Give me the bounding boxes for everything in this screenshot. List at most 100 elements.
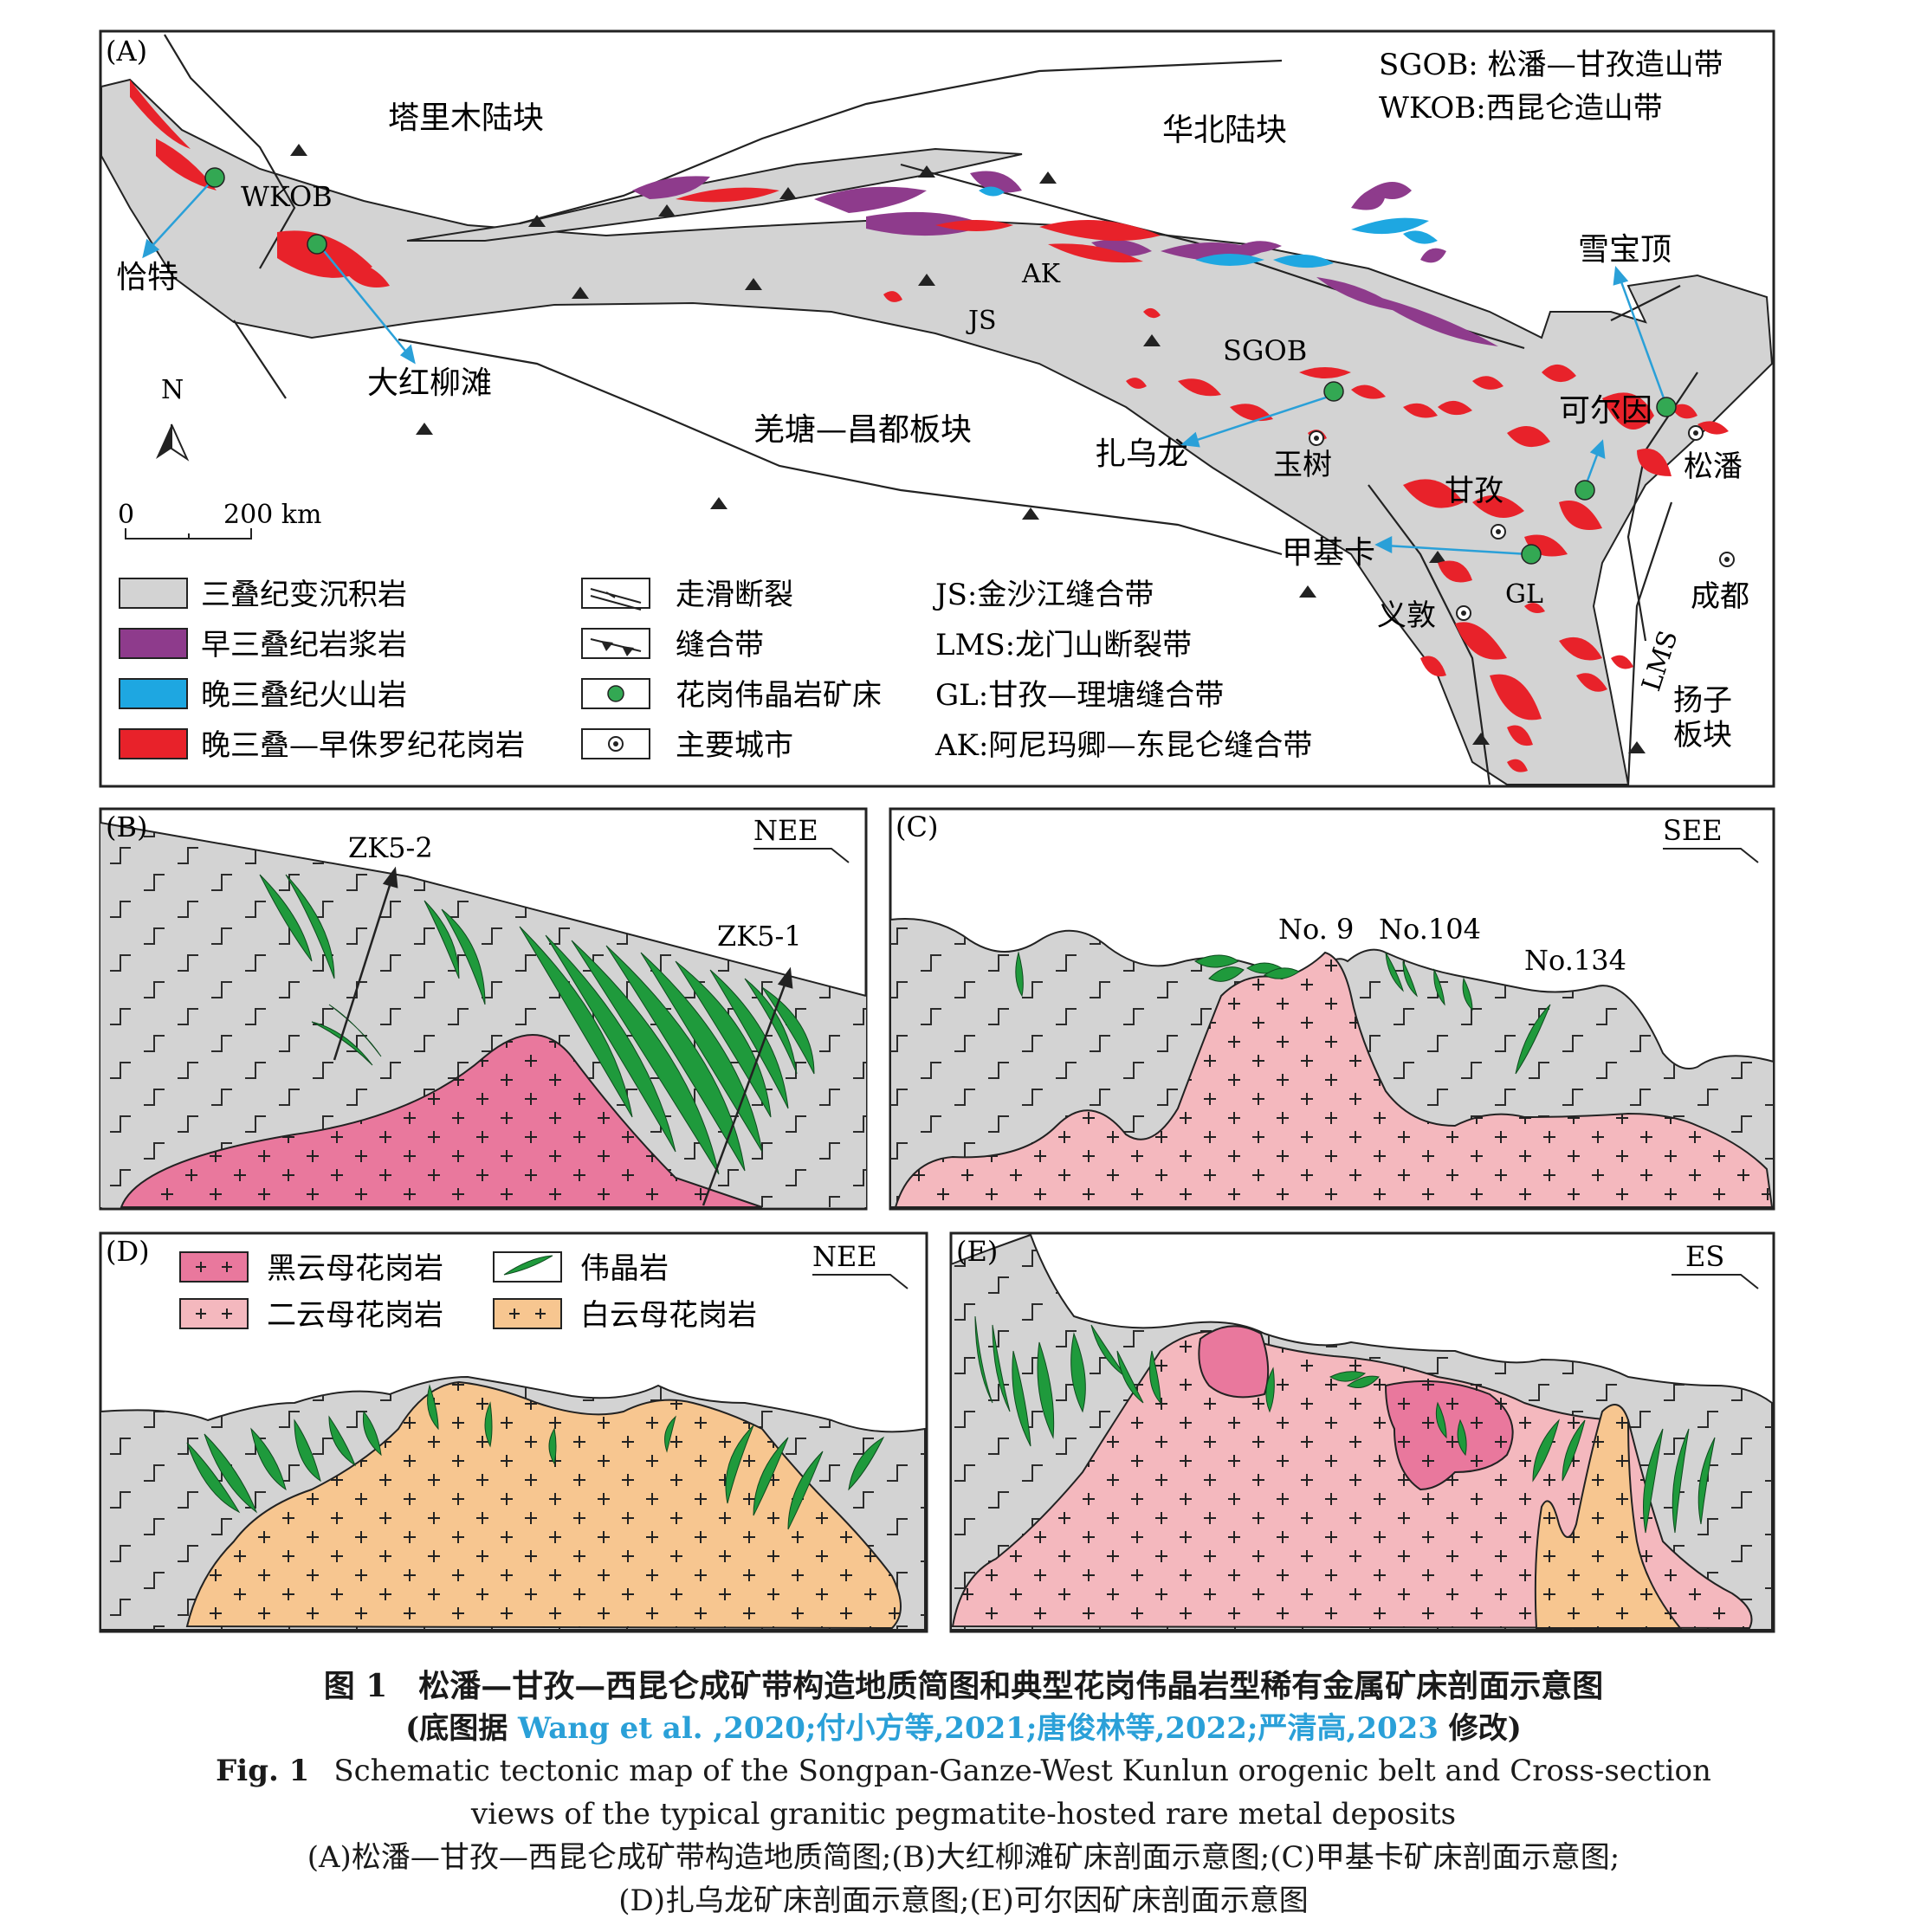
caption-src-close: 修改) <box>1438 1711 1522 1746</box>
belt-gl: GL <box>1505 579 1543 610</box>
pegmatite-deposits <box>204 167 1677 565</box>
caption-zh-source: (底图据 Wang et al. ,2020;付小方等,2021;唐俊林等,20… <box>0 1704 1927 1747</box>
panel-b-section: (B) NEE ZK5-2 ZK5-1 <box>99 807 868 1211</box>
city-yidun: 义敦 <box>1377 598 1436 633</box>
belt-js: JS <box>966 306 997 336</box>
abbrev-sgob: SGOB: 松潘—甘孜造山带 <box>1379 48 1723 82</box>
caption-src-open: (底图据 <box>405 1711 519 1746</box>
caption-sub-line1: (A)松潘—甘孜—西昆仑成矿带构造地质简图;(B)大红柳滩矿床剖面示意图;(C)… <box>307 1840 1620 1875</box>
city-yushu: 玉树 <box>1273 448 1332 482</box>
panel-b-drillholes <box>333 866 793 1206</box>
city-songpan: 松潘 <box>1684 449 1743 484</box>
panel-c-vein-no104: No.104 <box>1379 913 1481 946</box>
north-arrow: N <box>156 375 190 462</box>
belt-wkob: WKOB <box>241 180 333 213</box>
caption-src-refs[interactable]: Wang et al. ,2020;付小方等,2021;唐俊林等,2022;严清… <box>518 1711 1439 1746</box>
panel-d-section: (D) NEE 黑云母花岗岩 伟晶岩 二云母花岗岩 白云母花岗岩 <box>99 1231 928 1633</box>
early-triassic-magmatic <box>632 171 1498 346</box>
region-qiangtang: 羌塘—昌都板块 <box>753 412 972 448</box>
legend-ak: AK:阿尼玛卿—东昆仑缝合带 <box>934 728 1312 763</box>
city-ganzi: 甘孜 <box>1445 474 1503 508</box>
scale-end: 200 km <box>223 500 321 530</box>
legend-js: JS:金沙江缝合带 <box>933 578 1154 612</box>
region-tarim: 塔里木陆块 <box>388 100 544 136</box>
deposit-zhawulong: 扎乌龙 <box>1095 436 1188 472</box>
legend-volcanic: 晚三叠纪火山岩 <box>201 678 407 713</box>
panel-e-pegmatites <box>974 1315 1716 1534</box>
belt-sgob: SGOB <box>1223 334 1307 367</box>
legend-suture: 缝合带 <box>676 628 764 662</box>
caption-subpanels: (A)松潘—甘孜—西昆仑成矿带构造地质简图;(B)大红柳滩矿床剖面示意图;(C)… <box>0 1836 1927 1922</box>
panel-e-section: (E) ES <box>949 1231 1775 1633</box>
legend-two-mica-granite: 二云母花岗岩 <box>267 1298 443 1333</box>
caption-sub-line2: (D)扎乌龙矿床剖面示意图;(E)可尔因矿床剖面示意图 <box>618 1884 1309 1918</box>
panel-c-direction: SEE <box>1663 814 1723 847</box>
panel-c-vein-no9: No. 9 <box>1278 913 1354 946</box>
legend-swatch-volcanic <box>119 678 188 709</box>
panel-c-tag: (C) <box>896 811 938 843</box>
deposit-keeryin: 可尔因 <box>1559 393 1652 429</box>
legend-swatch-muscovite-granite <box>493 1298 562 1329</box>
panel-b-direction: NEE <box>753 814 818 847</box>
panel-b-pegmatites <box>259 874 815 1175</box>
panel-e-tag: (E) <box>956 1235 998 1268</box>
legend-city: 主要城市 <box>676 728 793 763</box>
suture-teeth <box>290 144 1646 753</box>
legend-gl: GL:甘孜—理塘缝合带 <box>935 678 1224 713</box>
panel-a-map: (A) SGOB: 松潘—甘孜造山带 WKOB:西昆仑造山带 塔里木陆块 华北陆… <box>99 29 1775 788</box>
scale-zero: 0 <box>118 500 134 530</box>
panel-c-pegmatites <box>1015 951 1551 1075</box>
panel-b-hole-zk5-2: ZK5-2 <box>348 831 433 864</box>
region-yangtze-1: 扬子 <box>1673 683 1732 718</box>
legend-pegmatite: 伟晶岩 <box>580 1251 669 1286</box>
panel-a-legend: 三叠纪变沉积岩 早三叠纪岩浆岩 晚三叠纪火山岩 晚三叠—早侏罗纪花岗岩 走滑断裂… <box>119 578 1312 763</box>
legend-lms: LMS:龙门山断裂带 <box>935 628 1192 662</box>
scale-bar: 0 200 km <box>118 500 321 540</box>
panel-c-vein-no134: No.134 <box>1524 944 1626 977</box>
deposit-arrows <box>142 177 1668 556</box>
legend-swatch-metasediment <box>119 578 188 609</box>
legend-swatch-suture <box>581 628 650 659</box>
caption-en-line2: views of the typical granitic pegmatite-… <box>470 1797 1457 1832</box>
major-cities <box>1309 425 1735 621</box>
legend-swatch-two-mica-granite <box>179 1298 249 1329</box>
legend-swatch-biotite-granite <box>179 1251 249 1283</box>
figure-graphic: (A) SGOB: 松潘—甘孜造山带 WKOB:西昆仑造山带 塔里木陆块 华北陆… <box>99 29 1775 1633</box>
north-arrow-label: N <box>161 375 184 405</box>
legend-metasediment: 三叠纪变沉积岩 <box>201 578 407 612</box>
legend-biotite-granite: 黑云母花岗岩 <box>267 1251 443 1286</box>
panel-d-pegmatites <box>186 1384 885 1530</box>
panel-e-direction: ES <box>1685 1240 1724 1273</box>
legend-deposit: 花岗伟晶岩矿床 <box>676 678 882 713</box>
deposit-dahongliutan: 大红柳滩 <box>367 365 492 401</box>
late-triassic-volcanic <box>979 186 1438 268</box>
caption-zh-title: 图 1 松潘—甘孜—西昆仑成矿带构造地质简图和典型花岗伟晶岩型稀有金属矿床剖面示… <box>323 1668 1604 1704</box>
legend-muscovite-granite: 白云母花岗岩 <box>580 1298 757 1333</box>
granite-bodies <box>130 80 1729 772</box>
deposit-qiate: 恰特 <box>116 260 178 295</box>
panel-e-biotite-granite-1 <box>1198 1325 1270 1399</box>
abbrev-wkob: WKOB:西昆仑造山带 <box>1379 91 1663 126</box>
legend-swatch-granite <box>119 728 188 759</box>
panel-d-tag: (D) <box>106 1235 150 1268</box>
panel-d-direction: NEE <box>812 1240 877 1273</box>
belt-ak: AK <box>1021 259 1061 289</box>
region-yangtze-2: 板块 <box>1673 718 1732 753</box>
region-north-china: 华北陆块 <box>1162 113 1287 148</box>
caption-en-label: Fig. 1 <box>216 1754 310 1788</box>
legend-strike-slip: 走滑断裂 <box>676 578 793 612</box>
caption-en: Fig. 1 Schematic tectonic map of the Song… <box>0 1749 1927 1836</box>
legend-swatch-early-magmatic <box>119 628 188 659</box>
rock-legend: 黑云母花岗岩 伟晶岩 二云母花岗岩 白云母花岗岩 <box>179 1251 757 1333</box>
triassic-belt <box>100 78 1774 785</box>
city-chengdu: 成都 <box>1691 579 1749 614</box>
legend-early-magmatic: 早三叠纪岩浆岩 <box>201 628 407 662</box>
panel-c-section: (C) SEE No. 9 No.104 No.134 <box>889 807 1775 1211</box>
deposit-xuebaoding: 雪宝顶 <box>1578 232 1672 268</box>
panel-a-tag: (A) <box>106 35 147 68</box>
deposit-jiajika: 甲基卡 <box>1282 535 1375 571</box>
panel-b-hole-zk5-1: ZK5-1 <box>717 920 802 953</box>
panel-b-tag: (B) <box>106 811 147 843</box>
caption-en-line1: Schematic tectonic map of the Songpan-Ga… <box>333 1754 1711 1788</box>
legend-granite: 晚三叠—早侏罗纪花岗岩 <box>201 728 525 763</box>
